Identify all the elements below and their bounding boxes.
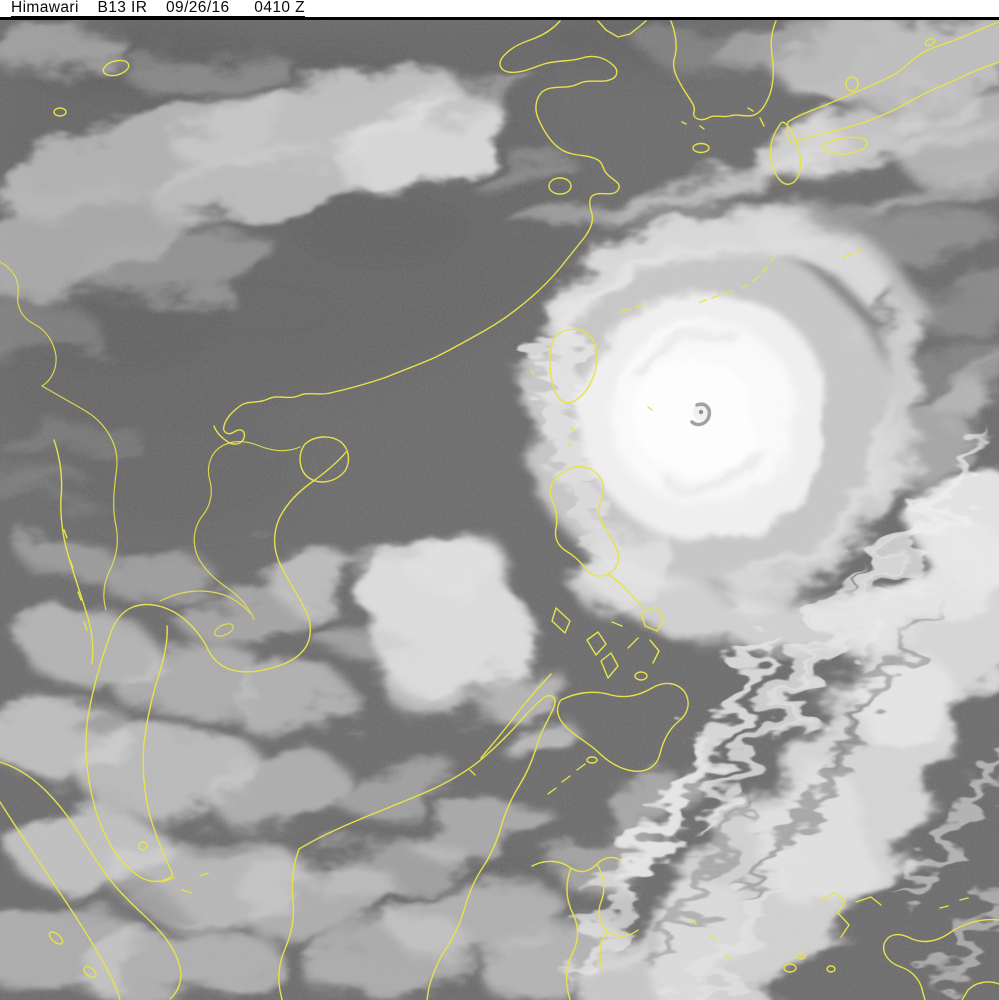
separator-bar <box>0 17 999 20</box>
peninsula-noto <box>845 76 859 92</box>
coastline-shikoku <box>821 136 869 155</box>
lake-china-2 <box>53 107 67 117</box>
coastline-sulawesi <box>531 856 732 1000</box>
islands-visayas <box>586 606 665 679</box>
image-caption: Himawari B13 IR 09/26/16 0410 Z <box>11 0 305 17</box>
island-mentawai <box>83 965 97 979</box>
lake-taihu <box>548 177 572 195</box>
lake-china-1 <box>102 59 130 77</box>
ir-image-canvas <box>0 20 999 1000</box>
coastline-honshu <box>786 21 999 143</box>
band-label: B13 IR <box>97 0 148 16</box>
coastline-kyushu <box>759 117 802 185</box>
coastline-malay-peninsula <box>85 625 174 883</box>
coastline-gulf-thailand <box>109 603 207 646</box>
coastline-borneo <box>278 694 556 1000</box>
image-grain <box>0 20 999 1000</box>
title-bar: Himawari B13 IR 09/26/16 0410 Z <box>0 0 999 17</box>
island-nias <box>48 931 64 945</box>
island-singkep <box>138 841 148 851</box>
time-label: 0410 Z <box>254 0 305 16</box>
coastline-china <box>213 20 620 445</box>
island-mindoro <box>551 607 571 634</box>
island-bohol <box>634 671 648 681</box>
coastline-taiwan <box>530 328 653 447</box>
coastline-vietnam <box>205 451 347 673</box>
coastline-overlay <box>0 20 999 1000</box>
coastline-mindanao <box>547 682 689 795</box>
coastline-sumatra <box>0 761 209 1000</box>
coastline-myanmar <box>53 439 94 665</box>
satellite-image <box>0 20 999 1000</box>
date-label: 09/26/16 <box>166 0 230 16</box>
islands-ryukyu <box>621 249 862 312</box>
island-sado <box>924 37 936 47</box>
coastline-korea <box>670 20 777 130</box>
island-basilan <box>586 756 598 764</box>
country-borders-indochina <box>0 261 301 637</box>
island-maluku-s1 <box>796 952 806 960</box>
islands-maluku <box>820 892 882 938</box>
coastline-bohai <box>597 20 647 38</box>
satellite-name: Himawari <box>11 0 79 16</box>
island-buru <box>783 963 797 973</box>
coastline-hainan <box>299 436 350 483</box>
island-jeju <box>692 142 710 154</box>
coastline-new-guinea <box>882 897 999 1000</box>
coastline-luzon <box>549 465 642 607</box>
coastline-palawan <box>469 673 552 776</box>
island-maluku-s2 <box>826 965 836 973</box>
